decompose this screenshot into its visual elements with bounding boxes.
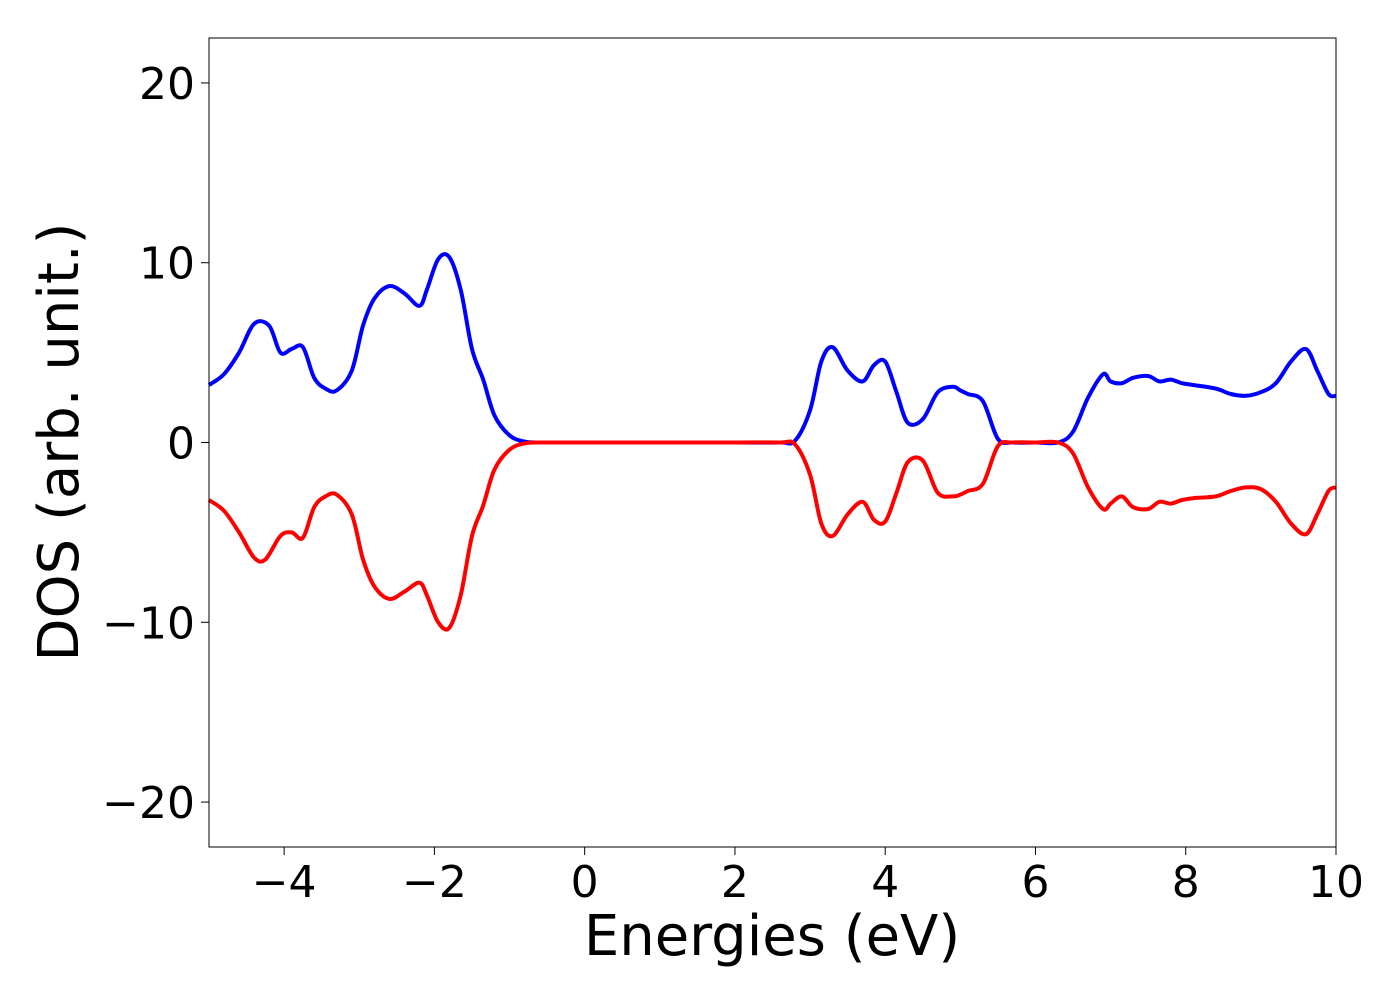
y-tick-label: −20 xyxy=(102,778,195,829)
y-axis-ticks: −20 −10 0 10 20 xyxy=(102,59,209,829)
series-line-0 xyxy=(207,252,1337,446)
x-axis-label: Energies (eV) xyxy=(584,904,960,969)
y-tick-label: 0 xyxy=(167,419,195,470)
y-tick-label: −10 xyxy=(102,598,195,649)
x-tick-label: 8 xyxy=(1172,857,1200,908)
x-tick-label: −4 xyxy=(252,857,317,908)
x-tick-label: −2 xyxy=(402,857,467,908)
y-tick-label: 10 xyxy=(139,239,195,290)
x-axis-ticks: −4 −2 0 2 4 6 8 10 xyxy=(252,847,1364,908)
x-tick-label: 10 xyxy=(1308,857,1364,908)
x-tick-label: 6 xyxy=(1021,857,1049,908)
x-tick-label: 2 xyxy=(721,857,749,908)
series-line-1 xyxy=(207,439,1337,632)
y-axis-label: DOS (arb. unit.) xyxy=(27,222,92,661)
y-tick-label: 20 xyxy=(139,59,195,110)
x-tick-label: 0 xyxy=(571,857,599,908)
x-tick-label: 4 xyxy=(871,857,899,908)
series-layer xyxy=(207,252,1337,632)
